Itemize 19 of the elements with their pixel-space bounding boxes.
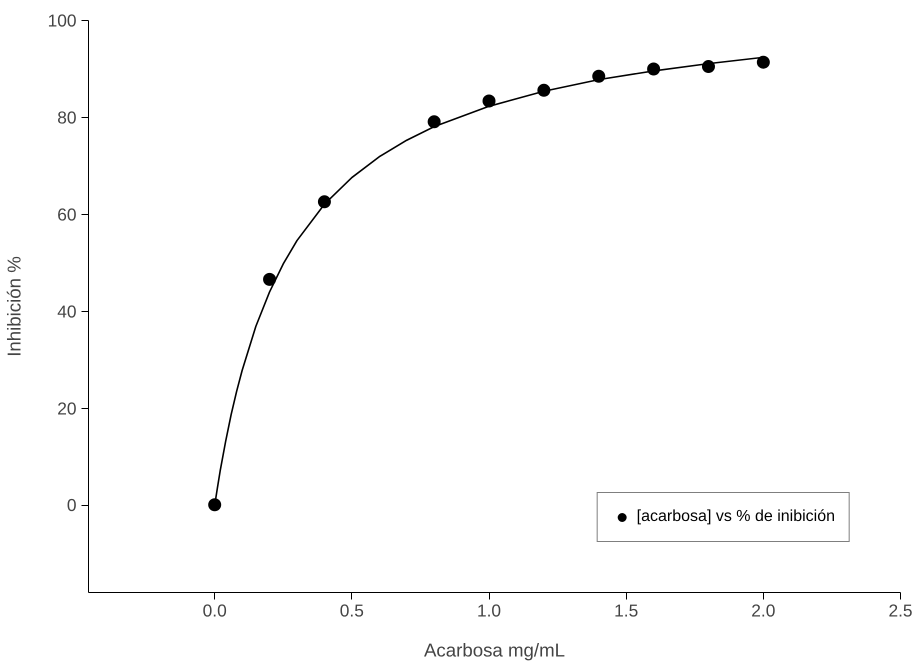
y-tick-label: 40 [57, 301, 77, 322]
point [482, 94, 496, 108]
x-tick-label: 2.0 [751, 600, 776, 620]
x-axis-title: Acarbosa mg/mL [424, 640, 566, 660]
x-tick-label: 2.5 [888, 600, 913, 620]
y-tick-label: 100 [48, 10, 77, 30]
x-tick-label: 0.5 [340, 600, 364, 620]
y-tick-label: 0 [66, 495, 77, 516]
x-tick-label: 1.5 [614, 600, 638, 620]
point [263, 272, 276, 286]
point [208, 498, 222, 512]
x-tick-label: 0.0 [202, 600, 227, 620]
y-tick-label: 60 [57, 204, 77, 224]
y-axis-title: Inhibición % [4, 256, 25, 357]
point [756, 56, 770, 69]
x-tick-label: 1.0 [476, 600, 502, 620]
y-tick-label: 20 [57, 398, 77, 418]
y-tick-label: 80 [57, 107, 77, 128]
legend-label: [acarbosa] vs % de inibición [636, 508, 835, 526]
